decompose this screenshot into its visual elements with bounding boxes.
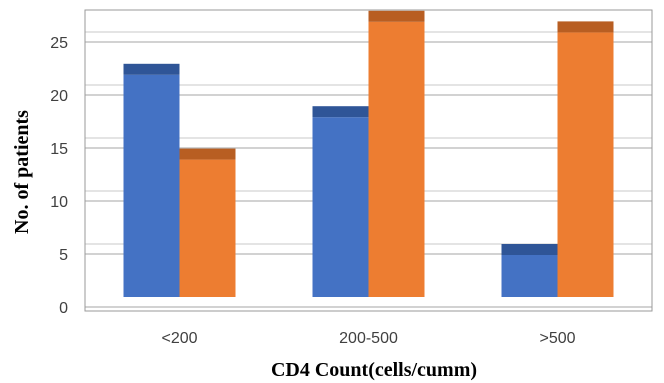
x-tick-labels: <200 200-500 >500: [161, 330, 575, 347]
x-tick-label: 200-500: [339, 330, 398, 347]
x-axis-title: CD4 Count(cells/cumm): [271, 359, 477, 381]
y-tick-label: 5: [59, 247, 68, 264]
y-tick-label: 10: [50, 194, 68, 211]
y-axis-title: No. of patients: [11, 110, 33, 234]
y-tick-label: 0: [59, 300, 68, 317]
bars: [123, 10, 614, 298]
bar: [557, 32, 614, 298]
bar-top: [501, 244, 558, 255]
plot-area-border: [84, 9, 653, 312]
y-tick-label: 15: [50, 141, 68, 158]
x-tick-label: <200: [161, 330, 197, 347]
bar: [123, 74, 180, 297]
plot-frame: [84, 9, 653, 312]
x-tick-label: >500: [539, 330, 575, 347]
bar: [179, 159, 236, 297]
bar-top: [312, 106, 369, 118]
bar: [368, 21, 425, 298]
bar: [312, 117, 369, 297]
y-tick-label: 25: [50, 35, 68, 52]
y-tick-labels: 0 5 10 15 20 25: [50, 35, 68, 317]
bar-top: [123, 63, 180, 75]
bar-top: [368, 10, 425, 22]
y-tick-label: 20: [50, 88, 68, 105]
bar-top: [557, 21, 614, 33]
bar-top: [179, 148, 236, 160]
bar: [501, 255, 558, 297]
